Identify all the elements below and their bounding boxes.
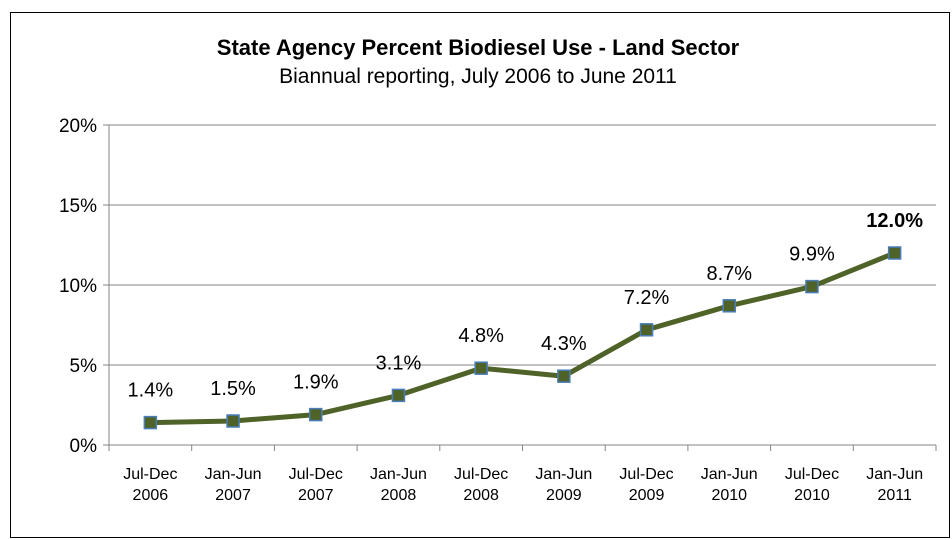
- x-tick-label-5: Jan-Jun 2009: [535, 466, 592, 504]
- y-tick-label-3: 15%: [59, 196, 97, 217]
- y-tick-label-0: 0%: [70, 436, 98, 457]
- data-label-5: 4.3%: [541, 333, 587, 355]
- data-point-4: [474, 361, 488, 375]
- x-tick-label-8: Jul-Dec 2010: [785, 466, 839, 504]
- y-tick-label-4: 20%: [59, 116, 97, 137]
- y-tick-label-2: 10%: [59, 276, 97, 297]
- data-point-9: [887, 246, 902, 260]
- x-tick-label-2: Jul-Dec 2007: [289, 466, 343, 504]
- x-tick-label-9: Jan-Jun 2011: [866, 466, 923, 504]
- series: [143, 246, 902, 430]
- data-point-7: [722, 299, 736, 313]
- y-tick-label-1: 5%: [70, 356, 98, 377]
- data-label-9: 12.0%: [866, 210, 923, 232]
- data-point-1: [226, 414, 240, 428]
- x-tick-label-0: Jul-Dec 2006: [123, 466, 177, 504]
- x-tick-label-3: Jan-Jun 2008: [370, 466, 427, 504]
- data-point-6: [639, 323, 654, 337]
- data-label-3: 3.1%: [376, 352, 422, 374]
- data-label-8: 9.9%: [789, 244, 835, 266]
- data-label-7: 8.7%: [706, 263, 752, 285]
- data-point-3: [391, 388, 406, 403]
- data-label-6: 7.2%: [624, 287, 670, 309]
- axes: 0% 5% 10% 15% 20% Jul-Dec 2006 Jan-Jun 2007 Jul-D…: [59, 116, 937, 504]
- gridlines: [109, 124, 936, 366]
- data-label-0: 1.4%: [128, 380, 174, 402]
- x-tick-label-1: Jan-Jun 2007: [205, 466, 262, 504]
- data-label-2: 1.9%: [293, 372, 339, 394]
- chart-subtitle: Biannual reporting, July 2006 to June 20…: [279, 65, 677, 88]
- data-labels: 1.4% 1.5% 1.9% 3.1% 4.8% 4.3% 7.2% 8.7% 9.9% 12.0…: [128, 210, 924, 402]
- x-tick-label-7: Jan-Jun 2010: [701, 466, 758, 504]
- x-tick-label-6: Jul-Dec 2009: [619, 466, 673, 504]
- chart-svg: State Agency Percent Biodiesel Use - Lan…: [59, 35, 937, 504]
- data-point-0: [143, 415, 158, 430]
- chart-title: State Agency Percent Biodiesel Use - Lan…: [217, 35, 740, 60]
- data-point-2: [309, 407, 323, 422]
- series-line: [150, 250, 896, 426]
- chart-frame: State Agency Percent Biodiesel Use - Lan…: [10, 12, 950, 538]
- data-point-8: [805, 279, 819, 294]
- data-label-1: 1.5%: [210, 378, 256, 400]
- x-tick-label-4: Jul-Dec 2008: [454, 466, 508, 504]
- data-label-4: 4.8%: [458, 325, 504, 347]
- data-point-5: [557, 369, 571, 383]
